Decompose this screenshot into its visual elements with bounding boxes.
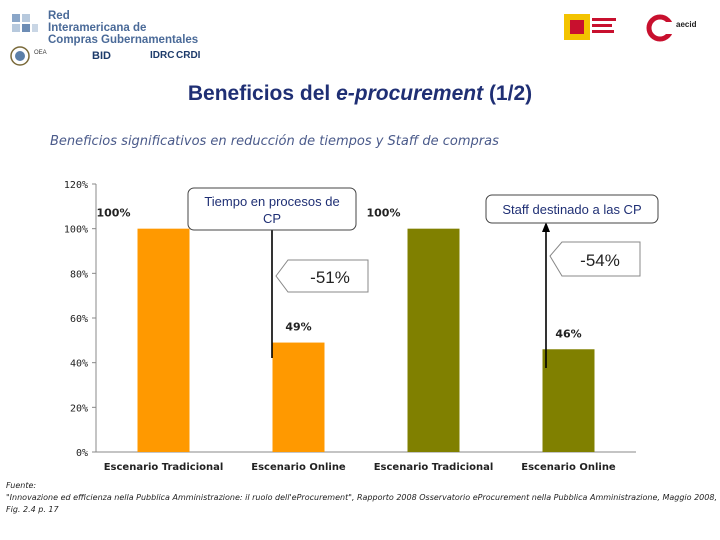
pct-badge-2-text: -54% <box>580 251 620 270</box>
oas-seal-icon <box>10 46 30 66</box>
partner-idrc: IDRC <box>150 50 175 61</box>
org-logo: Red Interamericana de Compras Gubernamen… <box>10 10 210 70</box>
partner-oea: OEA <box>34 50 47 56</box>
org-name-line-3: Compras Gubernamentales <box>48 34 199 46</box>
network-logo-icon <box>12 14 38 32</box>
callout-box-1-text-1: Tiempo en procesos de <box>204 194 339 209</box>
title-suffix: (1/2) <box>483 82 533 105</box>
page-title: Beneficios del e-procurement (1/2) <box>0 82 720 106</box>
page-subtitle: Beneficios significativos en reducción d… <box>50 134 499 149</box>
org-name-line-1: Red <box>48 10 70 22</box>
x-tick-label: Escenario Tradicional <box>104 462 224 473</box>
svg-text:aecid: aecid <box>676 20 697 29</box>
partner-crdi: CRDI <box>176 50 201 61</box>
callout-box-1-text-2: CP <box>263 211 281 226</box>
data-label: 46% <box>555 327 581 340</box>
y-tick-label: 40% <box>70 359 88 370</box>
source-text: "Innovazione ed efficienza nella Pubblic… <box>6 493 717 514</box>
y-tick-label: 80% <box>70 269 88 280</box>
bar <box>272 342 325 452</box>
x-tick-label: Escenario Tradicional <box>374 462 494 473</box>
x-tick-label: Escenario Online <box>521 462 616 473</box>
partner-bid: BID <box>92 50 111 62</box>
callouts: Tiempo en procesos de CP Staff destinado… <box>187 187 659 368</box>
org-name: Red Interamericana de Compras Gubernamen… <box>48 10 198 46</box>
pct-badge-2: -54% <box>549 241 641 277</box>
source-label: Fuente: <box>6 481 37 490</box>
data-label: 100% <box>97 207 131 220</box>
x-labels: Escenario Tradicional Escenario Online Esc… <box>104 462 616 473</box>
callout-box-2: Staff destinado a las CP <box>485 194 659 224</box>
bar <box>407 228 460 452</box>
title-italic: e-procurement <box>336 82 484 105</box>
y-tick-label: 0% <box>76 448 88 459</box>
bar <box>137 228 190 452</box>
title-main: Beneficios del <box>187 82 337 105</box>
aecid-logo-icon: aecid <box>646 14 697 42</box>
data-label: 49% <box>285 321 311 334</box>
y-tick-label: 120% <box>64 180 88 191</box>
callout-box-1: Tiempo en procesos de CP <box>187 187 357 231</box>
y-tick-label: 60% <box>70 314 88 325</box>
source-note: Fuente: "Innovazione ed efficienza nella… <box>6 480 720 516</box>
y-tick-label: 100% <box>64 225 88 236</box>
arrow-2 <box>542 222 550 368</box>
x-tick-label: Escenario Online <box>251 462 346 473</box>
bar-chart: 0% 20% 40% 60% 80% 100% 120% 100% 49% 100% 46% Es… <box>64 180 659 473</box>
spain-ministry-logo-icon <box>564 14 616 40</box>
org-name-line-2: Interamericana de <box>48 22 147 34</box>
data-label: 100% <box>367 207 401 220</box>
bar <box>542 349 595 452</box>
callout-box-2-text: Staff destinado a las CP <box>502 202 641 217</box>
y-tick-label: 20% <box>70 403 88 414</box>
pct-badge-1: -51% <box>275 259 369 293</box>
bars: 100% 49% 100% 46% <box>97 207 595 452</box>
sponsor-logos: aecid <box>564 14 697 42</box>
partner-logos: OEA BID IDRC CRDI <box>10 46 210 72</box>
pct-badge-1-text: -51% <box>310 268 350 287</box>
